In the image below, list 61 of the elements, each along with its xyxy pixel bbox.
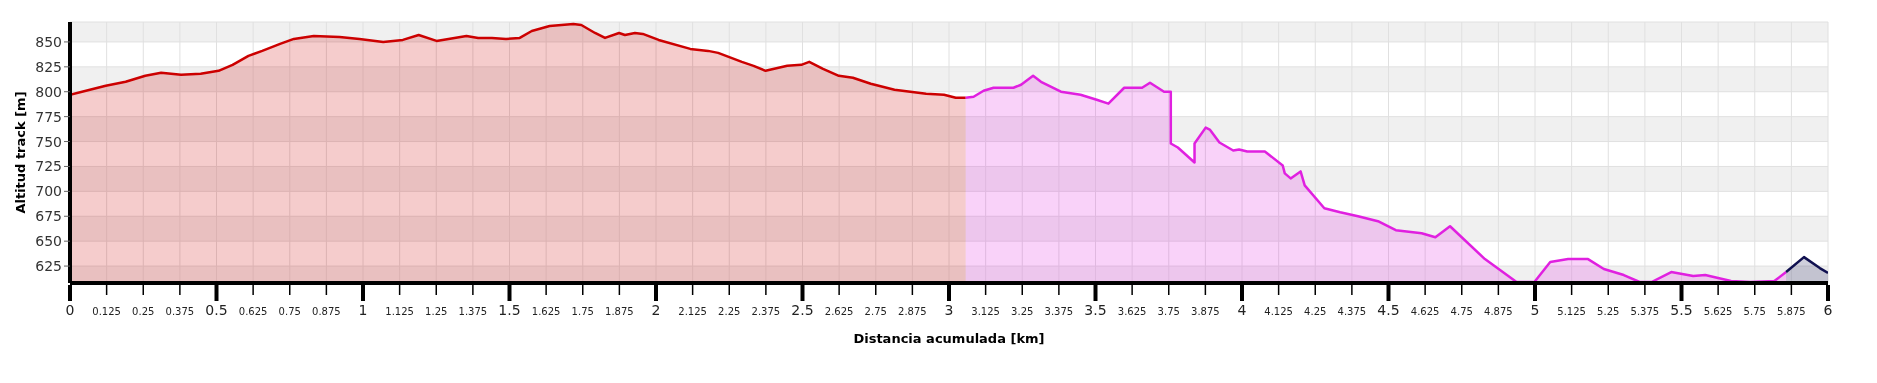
x-tick-label: 3.375 [1044,306,1074,317]
x-tick-label: 4.375 [1337,306,1367,317]
x-tick-label: 0 [65,302,75,318]
x-tick-label: 5.5 [1670,302,1693,318]
x-tick-label: 0.125 [92,306,121,317]
x-tick-label: 3.625 [1117,306,1147,317]
x-tick-label: 2.375 [751,306,781,317]
x-tick-label: 1.375 [458,306,488,317]
x-tick-label: 1 [358,302,368,318]
x-tick-label: 4 [1237,302,1247,318]
y-tick-label: 700 [35,183,62,200]
x-tick-label: 4.75 [1450,306,1473,317]
x-tick-label: 2.625 [824,306,854,317]
x-tick-label: 0.5 [205,302,228,318]
y-axis-title: Altitud track [m] [12,91,28,214]
y-tick-label: 800 [35,83,62,100]
x-tick-label: 0.875 [312,306,341,317]
x-tick-label: 5.75 [1743,306,1766,317]
x-tick-label: 1.125 [385,306,414,317]
x-tick-label: 5 [1530,302,1540,318]
x-tick-label: 0.625 [238,306,268,317]
x-tick-label: 1.875 [605,306,634,317]
y-tick-label: 850 [35,33,62,50]
x-tick-label: 6 [1823,302,1833,318]
x-tick-label: 4.25 [1304,306,1327,317]
x-tick-label: 3.875 [1191,306,1220,317]
x-tick-label: 2.125 [678,306,707,317]
x-tick-label: 2.25 [718,306,741,317]
y-tick-label: 725 [35,158,62,175]
x-tick-label: 4.125 [1264,306,1293,317]
x-tick-label: 3 [944,302,954,318]
x-tick-label: 1.5 [498,302,521,318]
x-tick-label: 3.125 [971,306,1000,317]
x-tick-label: 5.375 [1630,306,1660,317]
x-tick-label: 0.75 [278,306,301,317]
x-tick-label: 5.25 [1597,306,1620,317]
x-tick-label: 3.75 [1157,306,1180,317]
x-tick-label: 0.25 [132,306,155,317]
x-tick-label: 1.625 [531,306,561,317]
x-tick-label: 5.875 [1777,306,1806,317]
y-tick-label: 825 [35,58,62,75]
x-tick-label: 4.625 [1410,306,1440,317]
x-tick-label: 2.875 [898,306,927,317]
x-tick-label: 3.5 [1084,302,1107,318]
x-axis-title: Distancia acumulada [km] [853,331,1045,346]
y-tick-label: 775 [35,108,62,125]
y-tick-label: 675 [35,208,62,225]
x-tick-label: 2 [651,302,661,318]
x-tick-label: 1.75 [571,306,594,317]
x-tick-label: 2.75 [864,306,887,317]
x-tick-label: 4.5 [1377,302,1400,318]
x-tick-label: 1.25 [425,306,448,317]
x-tick-label: 5.125 [1557,306,1586,317]
x-tick-label: 3.25 [1011,306,1034,317]
y-tick-label: 750 [35,133,62,150]
y-tick-label: 625 [35,258,62,275]
x-tick-label: 4.875 [1484,306,1513,317]
x-tick-label: 2.5 [791,302,814,318]
x-tick-label: 5.625 [1703,306,1733,317]
y-tick-label: 650 [35,233,62,250]
x-tick-label: 0.375 [165,306,195,317]
